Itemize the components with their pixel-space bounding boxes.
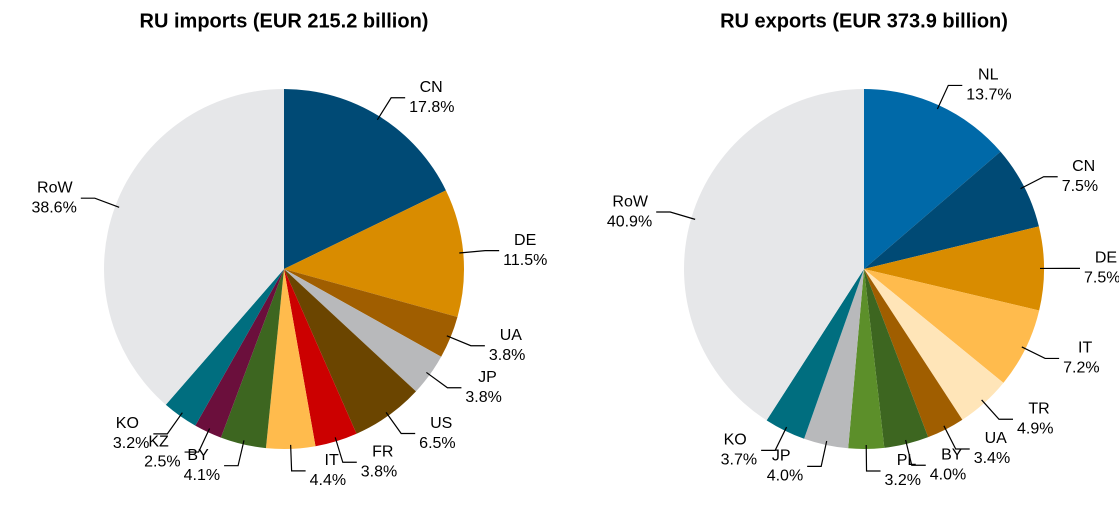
slice-label: IT: [325, 452, 339, 469]
leader-line: [184, 428, 211, 453]
slice-value: 3.7%: [721, 452, 757, 469]
leader-line: [1021, 346, 1060, 360]
slice-label: RoW: [612, 193, 648, 210]
slice-value: 38.6%: [31, 199, 76, 216]
slice-value: 11.5%: [503, 252, 547, 269]
slice-value: 3.8%: [465, 389, 501, 406]
pie-slice: [804, 269, 864, 449]
leader-line: [656, 211, 696, 220]
pie-slice: [165, 269, 284, 426]
pie-slice: [864, 269, 1040, 383]
slice-value: 17.8%: [409, 99, 454, 116]
slice-value: 7.2%: [1063, 360, 1099, 377]
pie-slice: [848, 269, 885, 449]
slice-value: 4.9%: [1017, 420, 1053, 437]
slice-value: 4.0%: [930, 466, 966, 483]
pie-slice: [195, 269, 284, 438]
slice-value: 7.5%: [1062, 178, 1098, 195]
pie-slice: [683, 89, 864, 421]
pie-slice: [284, 269, 442, 392]
chart-title: RU imports (EUR 215.2 billion): [140, 10, 429, 32]
slice-value: 13.7%: [966, 87, 1011, 104]
leader-line: [943, 425, 970, 450]
leader-line: [1020, 176, 1058, 190]
slice-label: PL: [897, 452, 917, 469]
slice-label: JP: [772, 448, 791, 465]
leader-line: [290, 444, 306, 472]
leader-line: [936, 84, 963, 110]
slice-label: KO: [116, 415, 139, 432]
pie-slice: [284, 190, 464, 318]
slice-value: 3.8%: [489, 347, 525, 364]
slice-label: BY: [187, 447, 209, 464]
slice-label: BY: [941, 446, 963, 463]
slice-label: NL: [978, 67, 999, 84]
leader-line: [865, 444, 881, 472]
leader-line: [807, 440, 828, 468]
leader-line: [459, 250, 500, 254]
slice-label: DE: [514, 232, 536, 249]
leader-line: [385, 412, 416, 435]
leader-line: [426, 371, 462, 389]
pie-slice: [284, 269, 416, 434]
pie-slice: [864, 151, 1039, 269]
pie-slice: [284, 89, 446, 269]
pie-slice: [284, 269, 357, 447]
pie-slice: [864, 269, 1004, 420]
slice-label: JP: [478, 369, 497, 386]
slice-label: RoW: [37, 179, 73, 196]
slice-value: 3.8%: [361, 463, 397, 480]
slice-value: 4.4%: [310, 472, 346, 489]
slice-label: CN: [1072, 158, 1095, 175]
slice-label: FR: [372, 443, 393, 460]
slice-value: 7.5%: [1084, 270, 1119, 287]
pie-slice: [864, 89, 1001, 269]
slice-label: UA: [985, 430, 1008, 447]
slice-label: CN: [420, 79, 443, 96]
pie-slice: [104, 89, 285, 405]
pie-slice: [864, 226, 1044, 311]
slice-value: 40.9%: [607, 213, 652, 230]
slice-label: US: [430, 415, 452, 432]
leader-line: [905, 439, 926, 466]
leader-line: [334, 437, 357, 463]
pie-slice: [864, 269, 929, 448]
slice-label: TR: [1028, 400, 1049, 417]
leader-line: [153, 412, 183, 435]
slice-label: UA: [500, 327, 523, 344]
pie-slice: [265, 269, 316, 450]
leader-line: [376, 97, 406, 121]
slice-value: 6.5%: [419, 435, 455, 452]
slice-value: 3.2%: [113, 435, 149, 452]
slice-label: IT: [1078, 340, 1092, 357]
slice-value: 3.4%: [974, 450, 1010, 467]
pie-slice: [864, 269, 963, 438]
slice-label: DE: [1095, 250, 1117, 267]
leader-line: [446, 335, 485, 347]
pie-slice: [220, 269, 284, 449]
slice-value: 4.0%: [767, 468, 803, 485]
leader-line: [80, 197, 120, 208]
leader-line: [224, 440, 245, 467]
leader-line: [981, 399, 1014, 420]
chart-title: RU exports (EUR 373.9 billion): [720, 10, 1008, 32]
slice-label: KO: [724, 432, 747, 449]
slice-value: 2.5%: [144, 453, 180, 470]
slice-label: KZ: [148, 433, 169, 450]
leader-line: [761, 426, 788, 452]
slice-value: 4.1%: [184, 467, 220, 484]
pie-slice: [284, 269, 458, 357]
slice-value: 3.2%: [885, 472, 921, 489]
pie-slice: [766, 269, 864, 439]
